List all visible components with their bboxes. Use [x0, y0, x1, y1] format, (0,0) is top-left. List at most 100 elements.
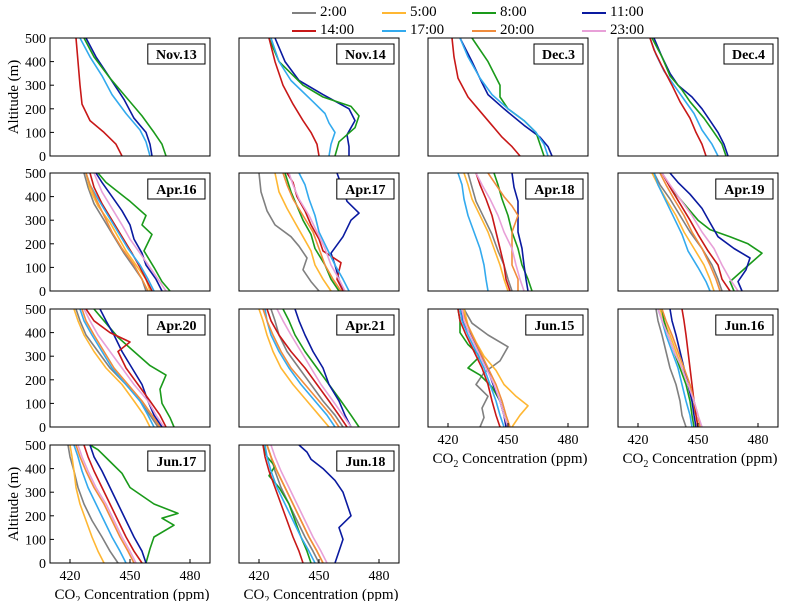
- y-tick-label: 400: [25, 463, 46, 478]
- date-label-box: [147, 178, 206, 200]
- date-label-box: [715, 314, 774, 336]
- date-label: Apr.20: [156, 319, 196, 334]
- y-tick-label: 300: [25, 79, 46, 94]
- series-line-1100: [298, 444, 352, 564]
- y-tick-label: 400: [25, 191, 46, 206]
- plot-frame: [49, 37, 211, 157]
- legend-item-200: 2:00: [292, 4, 347, 24]
- series-line-800: [651, 37, 727, 157]
- y-tick-label: 500: [25, 439, 46, 454]
- legend-label: 11:00: [610, 4, 644, 20]
- series-line-800: [268, 37, 360, 157]
- series-line-1400: [83, 444, 143, 564]
- plot-frame: [427, 172, 589, 292]
- panel-jun-16: Jun.16 420 450 480 CO2 Concentration (ppm): [617, 308, 779, 470]
- y-tick-label: 300: [25, 486, 46, 501]
- series-line-2300: [657, 308, 703, 428]
- series-line-2300: [77, 444, 137, 564]
- date-label: Apr.19: [724, 183, 764, 198]
- series-line-800: [262, 444, 312, 564]
- y-tick-label: 500: [25, 32, 46, 47]
- series-line-1100: [653, 37, 729, 157]
- series-line-1400: [266, 308, 348, 428]
- series-line-1700: [653, 172, 711, 292]
- series-line-800: [89, 444, 179, 564]
- x-tick-label: 420: [249, 569, 270, 584]
- series-line-1700: [73, 444, 127, 564]
- series-line-800: [282, 308, 360, 428]
- series-line-2300: [270, 444, 328, 564]
- x-tick-label: 420: [60, 569, 81, 584]
- panel-apr-19: Apr.19: [617, 172, 779, 292]
- series-line-1100: [95, 172, 163, 292]
- series-line-800: [661, 308, 695, 428]
- date-label-box: [147, 314, 206, 336]
- series-line-800: [83, 37, 167, 157]
- panel-apr-20: Apr.20 0 100 200 300 400 500: [25, 303, 211, 436]
- panel-dec-3: Dec.3: [427, 37, 589, 157]
- legend-swatch: [472, 29, 496, 32]
- series-line-500: [69, 444, 105, 564]
- legend-swatch: [382, 29, 406, 32]
- legend-swatch: [292, 29, 316, 32]
- legend-label: 17:00: [410, 22, 445, 38]
- plot-frame: [427, 37, 589, 157]
- series-line-800: [471, 37, 545, 157]
- series-line-1400: [475, 172, 511, 292]
- legend-label: 2:00: [320, 4, 347, 20]
- date-label-box: [336, 43, 395, 65]
- panel-jun-18: Jun.18 420 450 480 CO2 Concentration (ppm): [238, 444, 400, 601]
- legend: 2:00 5:00 8:00 11:00 14:00 17:00 20:00 23:00: [270, 0, 795, 42]
- series-line-2300: [661, 172, 739, 292]
- date-label-box: [147, 450, 206, 472]
- series-line-800: [97, 172, 171, 292]
- legend-item-2000: 20:00: [472, 22, 534, 42]
- series-line-2300: [83, 308, 165, 428]
- x-tick-label: 450: [120, 569, 141, 584]
- series-line-200: [67, 444, 119, 564]
- series-line-2000: [487, 172, 519, 291]
- y-tick-label: 0: [39, 557, 46, 572]
- series-line-2300: [93, 172, 167, 292]
- series-line-1400: [89, 172, 153, 292]
- date-label: Jun.17: [156, 455, 196, 470]
- y-tick-label: 400: [25, 327, 46, 342]
- date-label-box: [525, 314, 584, 336]
- y-axis-label: Altitude (m): [6, 467, 22, 542]
- series-line-1700: [79, 308, 155, 428]
- plot-frame: [49, 172, 211, 292]
- panel-nov-14: Nov.14: [238, 37, 400, 157]
- legend-item-1100: 11:00: [582, 4, 644, 24]
- series-line-2000: [81, 308, 161, 428]
- date-label: Jun.18: [345, 455, 385, 470]
- date-label: Apr.18: [534, 183, 574, 198]
- date-label: Nov.13: [156, 48, 197, 63]
- legend-swatch: [582, 11, 606, 14]
- series-line-1700: [457, 172, 489, 292]
- series-line-2000: [75, 444, 135, 564]
- panel-jun-15: Jun.15 420 450 480 CO2 Concentration (ppm): [427, 308, 589, 470]
- series-line-1100: [294, 308, 352, 428]
- y-tick-label: 0: [39, 285, 46, 300]
- y-tick-label: 200: [25, 374, 46, 389]
- series-line-2000: [262, 308, 340, 428]
- x-axis-label: CO2 Concentration (ppm): [623, 451, 778, 470]
- series-line-2000: [266, 444, 324, 564]
- y-tick-label: 400: [25, 56, 46, 71]
- date-label-box: [525, 178, 584, 200]
- legend-swatch: [472, 11, 496, 14]
- series-line-1100: [669, 308, 697, 428]
- series-line-1100: [89, 444, 147, 564]
- series-line-2300: [276, 308, 352, 428]
- series-line-1700: [79, 37, 151, 157]
- series-line-1400: [681, 308, 699, 428]
- date-label-box: [533, 43, 584, 65]
- panel-apr-16: Apr.16 0 100 200 300 400 500: [25, 167, 211, 300]
- legend-swatch: [292, 11, 316, 14]
- series-line-200: [655, 308, 687, 428]
- x-tick-label: 450: [498, 433, 519, 448]
- y-tick-label: 100: [25, 397, 46, 412]
- date-label: Apr.21: [345, 319, 385, 334]
